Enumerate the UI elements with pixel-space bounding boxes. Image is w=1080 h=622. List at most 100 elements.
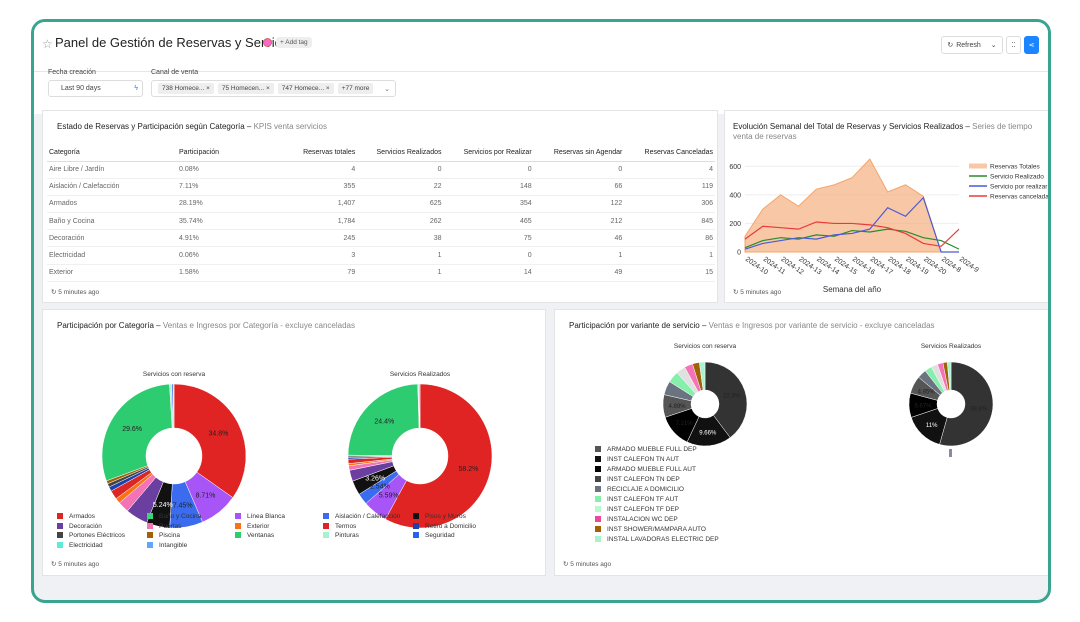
legend-item[interactable]: Puertas: [147, 522, 181, 530]
table-cell: 79: [287, 264, 358, 282]
legend-label: INST SHOWER/MAMPARA AUTO: [607, 526, 706, 533]
legend-item[interactable]: INSTAL LAVADORAS ELECTRIC DEP: [595, 536, 719, 543]
table-cell: 1: [533, 246, 625, 265]
legend-item[interactable]: Armados: [57, 513, 95, 520]
pie-slice[interactable]: [939, 361, 994, 447]
legend-swatch: [323, 522, 329, 529]
legend-label: Reservas Totales: [990, 164, 1040, 171]
table-cell: 1: [624, 246, 715, 265]
legend-item[interactable]: Aislación / Calefacción: [323, 513, 400, 520]
legend-label: Electricidad: [69, 541, 103, 549]
column-header[interactable]: Reservas sin Agendar: [533, 144, 625, 162]
legend-label: Baño y Cocina: [159, 513, 202, 520]
legend-item[interactable]: Portones Eléctricos: [57, 532, 125, 539]
legend-item[interactable]: Piscina: [147, 532, 180, 539]
legend-item[interactable]: Exterior: [235, 522, 269, 530]
card-title: Participación por Categoría – Ventas e I…: [57, 321, 355, 330]
column-header[interactable]: Reservas totales: [287, 144, 358, 162]
legend-item[interactable]: INST CALEFON TF DEP: [595, 506, 679, 513]
legend-item[interactable]: Pinturas: [323, 532, 359, 539]
variant-card: Participación por variante de servicio –…: [554, 309, 1048, 576]
legend-swatch: [413, 513, 419, 519]
pie-slice[interactable]: [699, 361, 706, 391]
legend-item[interactable]: Decoración: [57, 522, 102, 530]
legend-item[interactable]: INST CALEFON TF AUT: [595, 496, 678, 503]
table-cell: 28.19%: [177, 195, 287, 214]
pie-slice[interactable]: [172, 383, 175, 429]
add-tag-button[interactable]: + Add tag: [276, 37, 312, 48]
slice-label: 4.85%: [918, 390, 936, 396]
table-cell: 148: [443, 178, 534, 196]
share-button[interactable]: ⋖: [1024, 36, 1039, 54]
legend-item[interactable]: Intangible: [147, 541, 187, 549]
updated-label: ↻ 5 minutes ago: [563, 561, 612, 568]
grid-button[interactable]: ⁚⁚: [1006, 36, 1021, 54]
star-icon[interactable]: ☆: [42, 37, 53, 51]
legend-item[interactable]: RECICLAJE A DOMICILIO: [595, 486, 684, 493]
legend-item[interactable]: INSTALACION WC DEP: [595, 516, 678, 523]
canal-label: Canal de venta: [151, 69, 199, 76]
legend-swatch: [235, 513, 241, 519]
legend-swatch: [595, 516, 601, 522]
legend-label: INST CALEFON TF AUT: [607, 496, 679, 503]
canal-chip[interactable]: 747 Homece... ×: [277, 83, 334, 94]
legend-item[interactable]: Línea Blanca: [235, 513, 285, 520]
table-row: Electricidad 0.06% 3 1 0 1 1: [47, 246, 715, 265]
legend-swatch: [595, 466, 601, 472]
legend-item[interactable]: Pisos y Muros: [413, 513, 466, 520]
legend-item[interactable]: INST CALEFON TN DEP: [595, 476, 680, 483]
table-cell: 38: [357, 229, 444, 248]
legend-item[interactable]: Baño y Cocina: [147, 513, 201, 520]
legend-swatch: [595, 476, 601, 482]
column-header[interactable]: Servicios por Realizar: [443, 144, 534, 162]
canal-select[interactable]: 738 Homece... × 75 Homecen... × 747 Home…: [151, 80, 396, 97]
table-cell: Aire Libre / Jardín: [47, 161, 177, 179]
table-cell: 49: [533, 264, 625, 282]
column-header[interactable]: Reservas Canceladas: [624, 144, 715, 162]
lightning-icon: ϟ: [134, 85, 138, 92]
column-header[interactable]: Servicios Realizados: [357, 144, 444, 162]
updated-label: ↻ 5 minutes ago: [51, 289, 100, 296]
pie-slice[interactable]: [101, 383, 173, 482]
fecha-select[interactable]: Last 90 days ϟ: [48, 80, 143, 97]
pie-slice[interactable]: [947, 361, 952, 391]
slice-label: 5.59%: [379, 493, 399, 500]
pie-slice[interactable]: [347, 383, 420, 456]
pie-slice[interactable]: [704, 361, 748, 438]
legend-swatch: [147, 532, 153, 538]
legend-item[interactable]: INST CALEFON TN AUT: [595, 456, 679, 463]
legend-item[interactable]: Termos: [323, 522, 356, 530]
y-tick-label: 600: [729, 164, 741, 171]
canal-chip[interactable]: 738 Homece... ×: [158, 83, 214, 94]
column-header[interactable]: Categoría: [47, 144, 177, 162]
table-cell: Baño y Cocina: [47, 212, 177, 231]
pie-slice[interactable]: [173, 383, 247, 498]
legend-item[interactable]: INST SHOWER/MAMPARA AUTO: [595, 526, 706, 533]
column-header[interactable]: Participación: [177, 144, 287, 162]
refresh-button[interactable]: ↻ Refresh ⌄: [941, 36, 1003, 54]
legend-item[interactable]: Retiro a Domicilio: [413, 522, 476, 530]
legend-label: Ventanas: [247, 532, 275, 539]
legend-swatch: [413, 532, 419, 538]
table-cell: 15: [624, 264, 715, 282]
table-cell: 0: [443, 161, 534, 179]
legend-item[interactable]: Electricidad: [57, 541, 103, 549]
legend-swatch: [147, 513, 153, 519]
more-chip[interactable]: +77 more: [337, 83, 374, 94]
table-cell: Exterior: [47, 264, 177, 282]
legend-item[interactable]: ARMADO MUEBLE FULL DEP: [595, 446, 697, 453]
refresh-label: Refresh: [956, 41, 981, 49]
legend-label: INST CALEFON TF DEP: [607, 506, 679, 513]
table-cell: 14: [443, 264, 534, 282]
legend-swatch: [413, 522, 419, 529]
canal-chip[interactable]: 75 Homecen... ×: [217, 83, 274, 94]
table-row: Aire Libre / Jardín 0.08% 4 0 0 0 4: [47, 161, 715, 179]
legend-item[interactable]: Ventanas: [235, 532, 274, 539]
slice-label: 24.4%: [374, 418, 394, 425]
table-cell: 845: [624, 212, 715, 231]
scroll-indicator[interactable]: [949, 449, 952, 457]
legend-item[interactable]: Seguridad: [413, 532, 455, 539]
fecha-label: Fecha creación: [48, 69, 96, 76]
category-card: Participación por Categoría – Ventas e I…: [42, 309, 546, 576]
legend-item[interactable]: ARMADO MUEBLE FULL AUT: [595, 466, 696, 473]
